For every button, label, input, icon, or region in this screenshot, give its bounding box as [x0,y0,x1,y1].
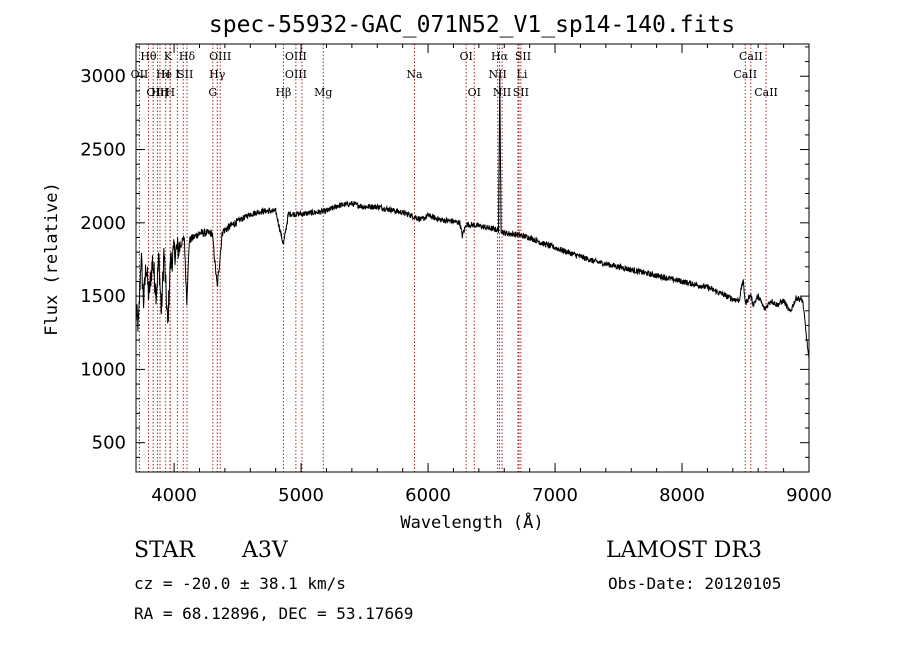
line-markers [138,44,767,472]
line-marker-label: Li [517,68,528,81]
line-marker-label: CaII [754,86,778,99]
y-tick-label: 2000 [80,213,126,234]
object-class: STAR [134,538,195,563]
line-marker-label: SII [515,50,531,63]
y-tick-label: 1000 [80,359,126,380]
line-marker-label: OI [468,86,481,99]
x-tick-label: 8000 [659,485,705,506]
line-marker-label: OIII [209,50,231,63]
line-marker-label: K [164,50,173,63]
line-marker-label: Hγ [209,68,226,81]
x-tick-label: 7000 [532,485,578,506]
line-marker-label: He [156,68,172,81]
line-marker-label: H [161,68,171,81]
line-marker-label: NII [493,86,511,99]
line-marker-label: SII [177,68,193,81]
plot-frame [135,43,810,473]
line-marker-label: CaII [739,50,763,63]
x-tick-label: 5000 [278,485,324,506]
survey-name: LAMOST DR3 [606,538,762,563]
line-marker-label: NII [488,68,506,81]
line-marker-label: Hθ [140,50,157,63]
line-marker-label: SII [513,86,529,99]
x-tick-label: 6000 [405,485,451,506]
line-marker-label: OIII [285,50,307,63]
line-marker-label: H [165,86,175,99]
line-marker-label: G [208,86,217,99]
line-marker-label: OII [131,68,149,81]
y-axis-label: Flux (relative) [42,182,62,336]
x-axis: 4000 5000 6000 7000 8000 9000 [151,44,832,506]
spectrum-line [135,73,810,360]
ra-dec-coordinates: RA = 68.12896, DEC = 53.17669 [134,604,414,623]
line-marker-label: I [175,68,179,81]
y-tick-label: 3000 [80,66,126,87]
line-marker-label: Mg [314,86,332,99]
line-marker-label: Na [406,68,423,81]
line-marker-label: OIII [285,68,307,81]
line-marker-label: Hβ [275,86,291,99]
line-marker-label: CaII [733,68,757,81]
line-marker-label: Hα [491,50,509,63]
x-tick-label: 4000 [151,485,197,506]
x-tick-label: 9000 [786,485,832,506]
y-axis: 500 1000 1500 2000 2500 3000 [80,46,809,458]
spectrum-chart: spec-55932-GAC_071N52_V1_sp14-140.fits H… [42,12,832,533]
line-marker-label: Hδ [179,50,196,63]
redshift-value: cz = -20.0 ± 38.1 km/s [134,574,346,593]
object-subclass: A3V [242,538,288,563]
line-marker-label: Hη [151,86,167,99]
y-tick-label: 1500 [80,286,126,307]
y-tick-label: 2500 [80,140,126,161]
y-tick-label: 500 [92,433,126,454]
chart-title: spec-55932-GAC_071N52_V1_sp14-140.fits [209,12,735,38]
x-axis-label: Wavelength (Å) [400,511,543,533]
line-marker-label: OIII [146,86,168,99]
observation-date: Obs-Date: 20120105 [608,574,782,593]
line-marker-label: OI [459,50,472,63]
